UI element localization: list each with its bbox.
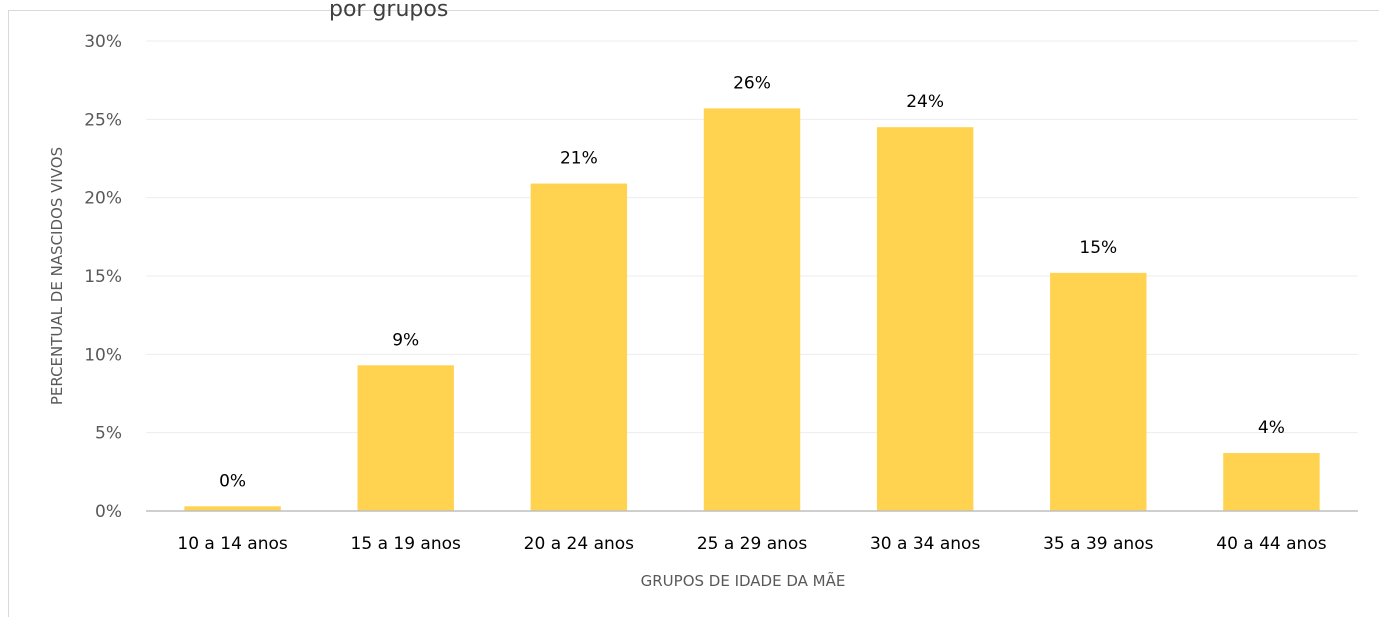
x-tick-label: 10 a 14 anos [177, 534, 287, 554]
data-label: 26% [733, 73, 771, 93]
x-tick-label: 20 a 24 anos [524, 534, 634, 554]
x-tick-label: 25 a 29 anos [697, 534, 807, 554]
bar [703, 108, 801, 511]
x-tick-label: 15 a 19 anos [351, 534, 461, 554]
chart-frame: por grupos [8, 0, 1379, 617]
x-tick-labels: 10 a 14 anos 15 a 19 anos 20 a 24 anos 25 a… [177, 534, 1326, 554]
data-label: 4% [1258, 418, 1285, 438]
y-tick-label: 0% [95, 502, 122, 522]
bar [530, 183, 628, 512]
y-tick-label: 20% [84, 189, 122, 209]
x-axis-label: GRUPOS DE IDADE DA MÃE [641, 571, 846, 590]
bar [357, 365, 454, 511]
bars [184, 108, 1320, 512]
bar [1223, 453, 1320, 511]
y-tick-label: 25% [84, 110, 122, 130]
x-tick-label: 35 a 39 anos [1043, 534, 1153, 554]
bar [184, 506, 281, 511]
data-label: 9% [392, 330, 419, 350]
data-labels: 0% 9% 21% 26% 24% 15% 4% [219, 73, 1285, 491]
y-tick-label: 10% [84, 345, 122, 365]
x-tick-label: 30 a 34 anos [870, 534, 980, 554]
data-label: 24% [906, 92, 944, 112]
y-tick-labels: 0% 5% 10% 15% 20% 25% 30% [84, 32, 122, 522]
bar [876, 127, 974, 512]
x-tick-label: 40 a 44 anos [1216, 534, 1326, 554]
y-tick-label: 15% [84, 267, 122, 287]
y-tick-label: 5% [95, 424, 122, 444]
data-label: 21% [560, 149, 598, 169]
data-label: 0% [219, 471, 246, 491]
data-label: 15% [1079, 238, 1117, 258]
y-axis-label: PERCENTUAL DE NASCIDOS VIVOS [48, 147, 66, 405]
y-tick-label: 30% [84, 32, 122, 52]
bar [1050, 272, 1147, 511]
chart-title-fragment: por grupos [329, 0, 449, 22]
